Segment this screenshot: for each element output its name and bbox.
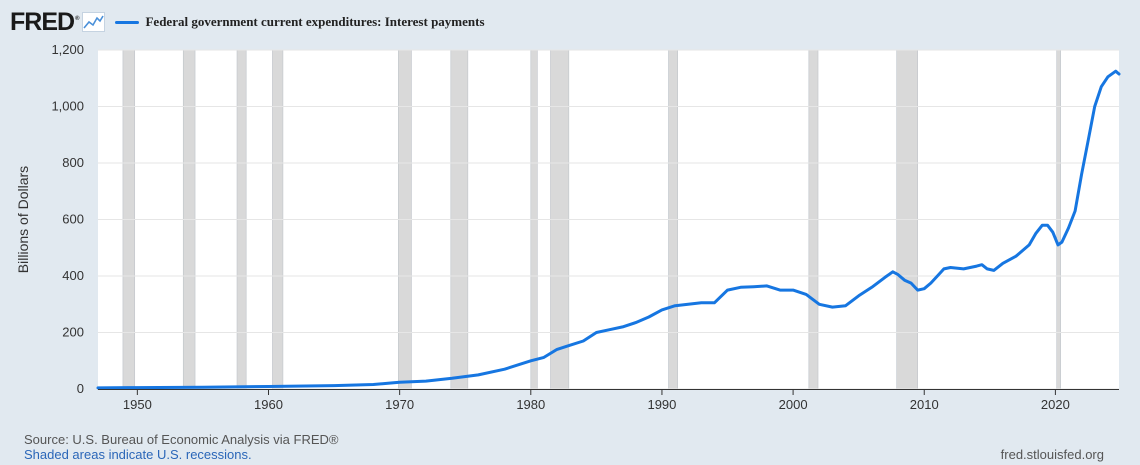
y-tick-label: 0 xyxy=(77,381,84,396)
recession-note[interactable]: Shaded areas indicate U.S. recessions. xyxy=(24,447,252,462)
y-tick-label: 600 xyxy=(62,212,84,227)
y-axis-label: Billions of Dollars xyxy=(15,166,31,273)
series-layer xyxy=(96,69,1121,390)
y-tick-label: 800 xyxy=(62,155,84,170)
x-tick-label: 2010 xyxy=(910,397,939,412)
line-chart-icon xyxy=(82,12,106,32)
y-tick-label: 200 xyxy=(62,325,84,340)
x-axis: 1950 1960 1970 1980 1990 2000 2010 2020 xyxy=(98,389,1119,412)
legend-swatch xyxy=(115,20,140,24)
y-tick-label: 400 xyxy=(62,268,84,283)
x-tick-label: 1950 xyxy=(123,397,152,412)
y-axis: 0 200 400 600 800 1,000 1,200 xyxy=(51,42,84,396)
x-tick-label: 1970 xyxy=(385,397,414,412)
footer-left: Source: U.S. Bureau of Economic Analysis… xyxy=(24,432,338,462)
chart-header: FRED® Federal government current expendi… xyxy=(10,7,485,37)
series-line-0[interactable] xyxy=(96,69,1121,390)
source-note: Source: U.S. Bureau of Economic Analysis… xyxy=(24,432,339,447)
y-tick-label: 1,200 xyxy=(51,42,84,57)
fred-logo-text: FRED xyxy=(10,7,75,36)
registered-mark: ® xyxy=(75,16,80,23)
x-tick-label: 2020 xyxy=(1041,397,1070,412)
legend-label[interactable]: Federal government current expenditures:… xyxy=(145,14,485,29)
legend: Federal government current expenditures:… xyxy=(115,14,485,30)
fred-logo[interactable]: FRED® xyxy=(10,7,80,36)
y-tick-label: 1,000 xyxy=(51,99,84,114)
x-tick-label: 2000 xyxy=(779,397,808,412)
x-tick-label: 1960 xyxy=(254,397,283,412)
site-url[interactable]: fred.stlouisfed.org xyxy=(1000,447,1104,462)
x-tick-label: 1980 xyxy=(516,397,545,412)
x-tick-label: 1990 xyxy=(647,397,676,412)
